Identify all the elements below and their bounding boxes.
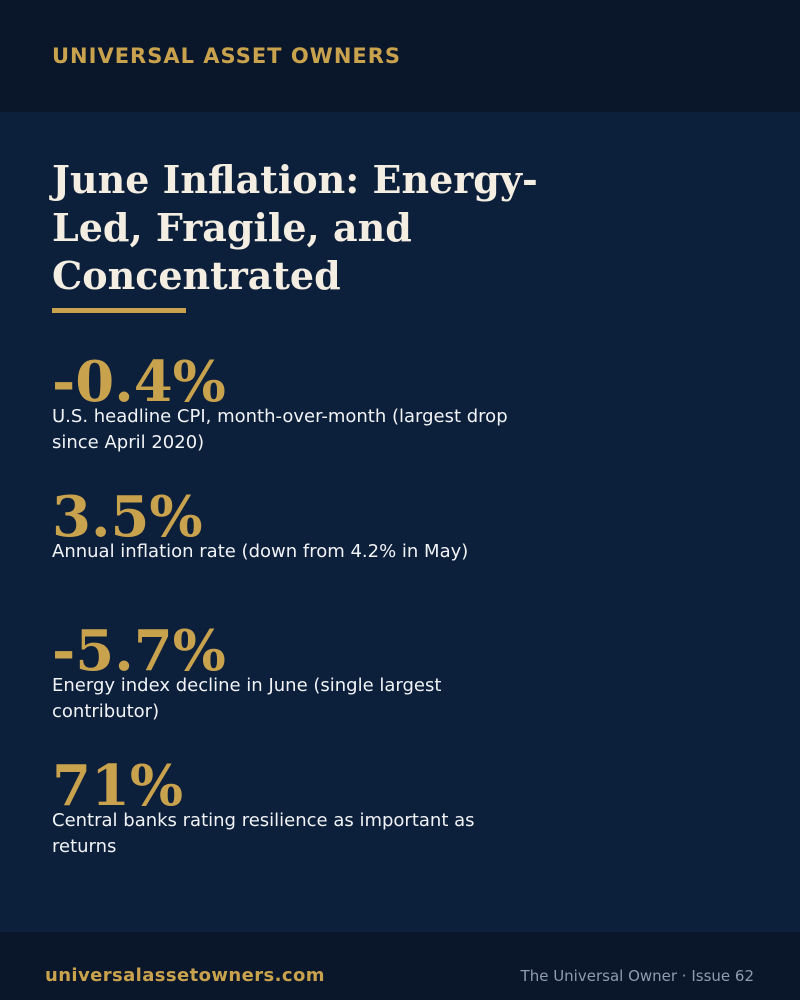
issue-label: The Universal Owner · Issue 62 — [520, 967, 754, 985]
stat-label: Annual inflation rate (down from 4.2% in… — [52, 541, 469, 562]
brand-name: UNIVERSAL ASSET OWNERS — [52, 44, 402, 68]
stat-value: 71% — [52, 753, 184, 819]
header-band — [0, 0, 800, 112]
stat-value: 3.5% — [52, 484, 203, 550]
stat-label: Energy index decline in June (single lar… — [52, 675, 442, 722]
stat-value: -5.7% — [52, 618, 226, 684]
title-underline — [52, 308, 186, 313]
stat-value: -0.4% — [52, 349, 226, 415]
page-title: June Inflation: Energy-Led, Fragile, and… — [52, 157, 538, 298]
stat-label: Central banks rating resilience as impor… — [52, 810, 475, 857]
stat-item: 3.5% Annual inflation rate (down from 4.… — [52, 487, 512, 565]
stat-item: 71% Central banks rating resilience as i… — [52, 756, 512, 860]
stat-item: -5.7% Energy index decline in June (sing… — [52, 621, 512, 725]
website-link[interactable]: universalassetowners.com — [45, 965, 325, 986]
main-panel — [0, 112, 800, 932]
stat-label: U.S. headline CPI, month-over-month (lar… — [52, 406, 508, 453]
stat-item: -0.4% U.S. headline CPI, month-over-mont… — [52, 352, 512, 456]
footer-band — [0, 932, 800, 1000]
